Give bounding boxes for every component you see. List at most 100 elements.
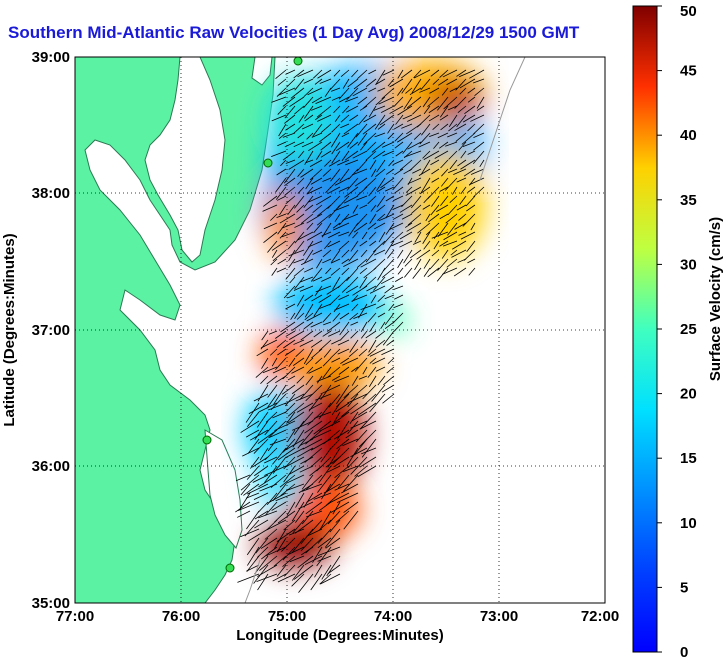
velocity-arrow [262,366,278,374]
velocity-arrow [316,375,332,382]
velocity-arrow [329,438,341,450]
velocity-arrow [284,393,296,407]
velocity-arrow [271,249,278,258]
velocity-arrow [282,150,296,161]
velocity-arrow [319,420,341,432]
velocity-arrow [380,177,395,189]
velocity-arrow [338,294,350,301]
velocity-arrow [449,159,458,170]
velocity-arrow [294,276,305,290]
velocity-arrow [467,258,476,264]
velocity-arrow [367,366,377,378]
velocity-arrow [279,204,287,216]
velocity-arrow [357,132,368,146]
velocity-arrow [275,186,287,200]
velocity-arrow [277,105,287,115]
velocity-arrow [405,186,413,193]
velocity-arrow [310,267,323,282]
velocity-arrow [369,393,386,413]
velocity-arrow [331,123,341,133]
velocity-arrow [272,384,287,406]
velocity-arrow [306,510,323,518]
velocity-arrow [476,96,485,109]
chesapeake-bay [144,57,226,263]
velocity-arrow [284,141,296,148]
velocity-arrow [263,195,278,207]
velocity-arrow [284,186,296,196]
velocity-arrow [311,105,323,111]
velocity-arrow [296,402,314,413]
velocity-arrow [461,132,476,145]
velocity-arrow [298,483,314,494]
velocity-arrow [431,249,440,257]
velocity-arrow [259,483,278,492]
velocity-arrow [284,348,296,356]
velocity-arrow [285,159,296,164]
velocity-arrow [336,492,359,504]
velocity-arrow [382,330,395,346]
velocity-arrow [410,195,422,209]
velocity-arrow [439,114,449,121]
velocity-arrow [284,177,296,186]
velocity-arrow [240,483,251,496]
velocity-arrow [264,420,278,436]
velocity-arrow [337,339,350,346]
velocity-arrow [295,348,305,357]
velocity-arrow [306,132,314,140]
velocity-arrow [282,96,296,107]
velocity-arrow [304,114,314,122]
velocity-arrow [376,213,386,221]
velocity-arrow [419,132,431,145]
velocity-arrow [430,69,440,77]
velocity-arrow [320,150,332,158]
velocity-arrow [306,222,314,231]
velocity-arrow [438,141,449,149]
velocity-arrow [423,258,431,269]
velocity-arrow [345,285,359,294]
velocity-arrow [353,312,368,320]
velocity-arrow [270,213,278,221]
colorbar-tick-label: 25 [680,321,697,338]
velocity-arrow [313,330,323,338]
velocity-arrow [331,141,341,155]
velocity-arrow [333,303,341,313]
velocity-arrow [287,294,296,299]
velocity-arrow [365,150,377,161]
velocity-arrow [350,447,368,458]
velocity-arrow [248,402,269,415]
velocity-arrow [334,429,350,440]
velocity-arrow [450,249,458,256]
velocity-arrow [271,267,278,276]
velocity-arrow [281,222,296,229]
velocity-arrow [246,555,260,572]
velocity-arrow [442,69,458,78]
velocity-arrow [394,186,404,194]
velocity-arrow [320,384,341,395]
velocity-arrow [384,285,395,294]
velocity-arrow [291,537,305,553]
velocity-arrow [463,168,476,177]
velocity-arrow [396,132,413,143]
velocity-arrow [328,393,341,408]
velocity-arrow [290,87,305,99]
velocity-arrow [303,78,314,84]
velocity-arrow [303,321,314,330]
velocity-arrow [294,231,305,244]
velocity-arrow [322,258,332,264]
velocity-arrow [382,393,395,404]
velocity-arrow [258,474,278,488]
velocity-arrow [422,150,431,159]
velocity-arrow [317,546,341,556]
velocity-arrow [372,357,386,365]
radar-station-marker [293,57,303,66]
velocity-arrow [341,258,350,264]
velocity-arrow [377,312,386,318]
velocity-arrow [455,78,467,91]
velocity-arrow [440,177,449,187]
velocity-arrow [399,231,413,240]
velocity-arrow [287,402,305,417]
velocity-arrow [296,312,305,320]
velocity-arrow [384,186,395,192]
velocity-arrow [347,78,359,88]
velocity-arrow [277,78,287,86]
